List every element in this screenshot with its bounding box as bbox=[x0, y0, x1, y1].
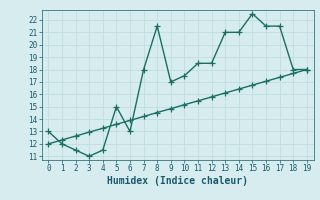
X-axis label: Humidex (Indice chaleur): Humidex (Indice chaleur) bbox=[107, 176, 248, 186]
